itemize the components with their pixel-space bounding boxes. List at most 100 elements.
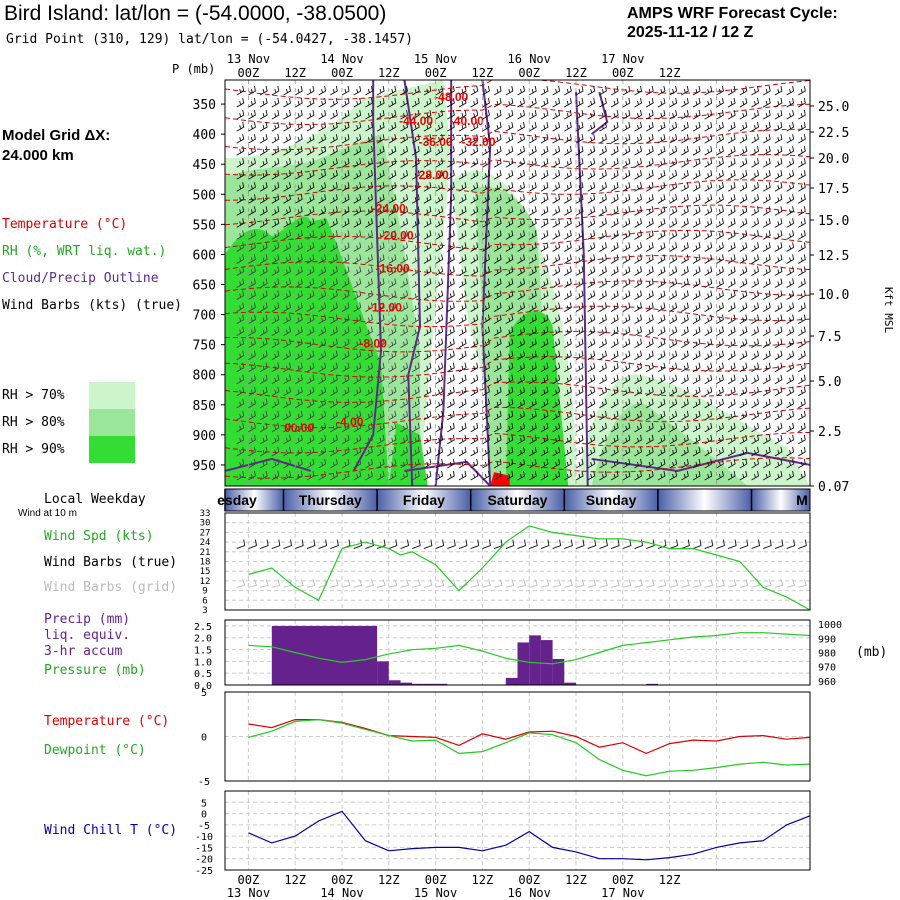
wind-barb [271,218,280,228]
bottom-time-label: 12Z [284,873,306,887]
wind-barb [388,206,397,216]
wind-barb [622,278,631,288]
wind-barb [751,110,760,120]
wind-barb [482,206,490,216]
wind-tick-label: 33 [200,509,211,519]
wind-barb [634,446,643,457]
wind-barb [657,85,666,96]
isotherm-label: -32.00 [461,135,495,149]
wind-barb-grid [458,579,468,588]
wind-barb [447,158,455,168]
wind-barb [669,290,678,300]
wind-barb [599,326,607,337]
wind-barb [341,458,350,469]
wind-barb [774,410,783,421]
wind-barb [587,458,596,469]
wind-barb [552,218,561,228]
wind-barb [271,338,280,349]
wind-barb [692,362,701,373]
temp-tick-label: 0 [201,733,207,744]
wind-barb [704,242,713,252]
isotherm-8 [225,280,810,302]
wind-barb [400,278,409,288]
wind-barb [727,122,736,132]
wind-barb [341,218,350,228]
wind-barb [330,458,338,469]
wind-barb [669,338,678,349]
wind-barb [353,458,362,469]
wind-barb [798,350,806,361]
wind-barb [236,326,245,337]
wind-barb [400,386,409,397]
wind-barb [669,110,678,120]
wind-barb [610,242,619,252]
wind-barb [365,85,373,96]
right-tick-label: 7.5 [818,330,841,345]
wind-barb [248,446,256,457]
wind-barb [657,434,666,445]
wind-barb [528,362,537,373]
wind-barb [692,182,701,192]
wind-barb [528,146,537,156]
wind-barb [248,434,256,445]
wind-barb [552,266,561,276]
wind-barb [470,170,479,180]
wind-barb [692,386,701,397]
wind-barb [259,290,268,300]
wind-barb [400,374,409,385]
wind-barb [657,134,666,144]
wind-barb [517,446,526,457]
wind-barb [236,194,245,204]
rh70-swatch [89,382,135,409]
wind-barb [564,230,572,240]
wind-barb [423,386,432,397]
wind-barb [482,194,490,204]
wind-barb [271,386,280,397]
wind-barb [727,362,736,373]
wind-barb [634,206,643,216]
wind-barb [318,230,327,240]
wind-barb [435,194,444,204]
wind-barb-grid [259,579,269,588]
wind-barb [388,350,397,361]
wind-barb [318,374,327,385]
wind-barb-true [482,539,491,549]
wind-barb [271,350,280,361]
wind-barb [669,470,678,481]
wind-barb [599,446,607,457]
wind-barb [341,254,350,264]
wind-barb [634,242,643,252]
y-tick-label: 350 [193,98,216,113]
wind-barb [283,97,292,108]
wind-barb [435,326,444,337]
wind-barb [306,350,315,361]
wind-barb [259,242,268,252]
wind-barb [692,422,701,433]
wind-barb-grid [505,579,515,588]
wind-barb [236,434,245,445]
wind-barb [330,410,338,421]
wind-barb [540,206,549,216]
wind-barb [400,110,409,120]
wind-barb [353,422,362,433]
wind-barb [341,146,350,156]
wind-barb [704,206,713,216]
wind-barb [587,218,596,228]
wind-barb [259,158,268,168]
wind-barb [634,230,643,240]
wind-barb [493,470,502,481]
wind-barb-grid [634,579,644,588]
wind-barb [470,266,479,276]
wind-barb [528,314,537,324]
wind-barb [458,458,467,469]
dewpoint-line [248,718,811,777]
wind-barb [774,338,783,349]
wind-barb [400,134,409,144]
wind-barb [727,446,736,457]
wind-barb [376,302,385,312]
wind-barb [259,206,268,216]
wind-barb-true [529,539,538,549]
wind-barb-grid [400,579,410,588]
wind-barb [341,194,350,204]
wind-barb [692,146,701,156]
